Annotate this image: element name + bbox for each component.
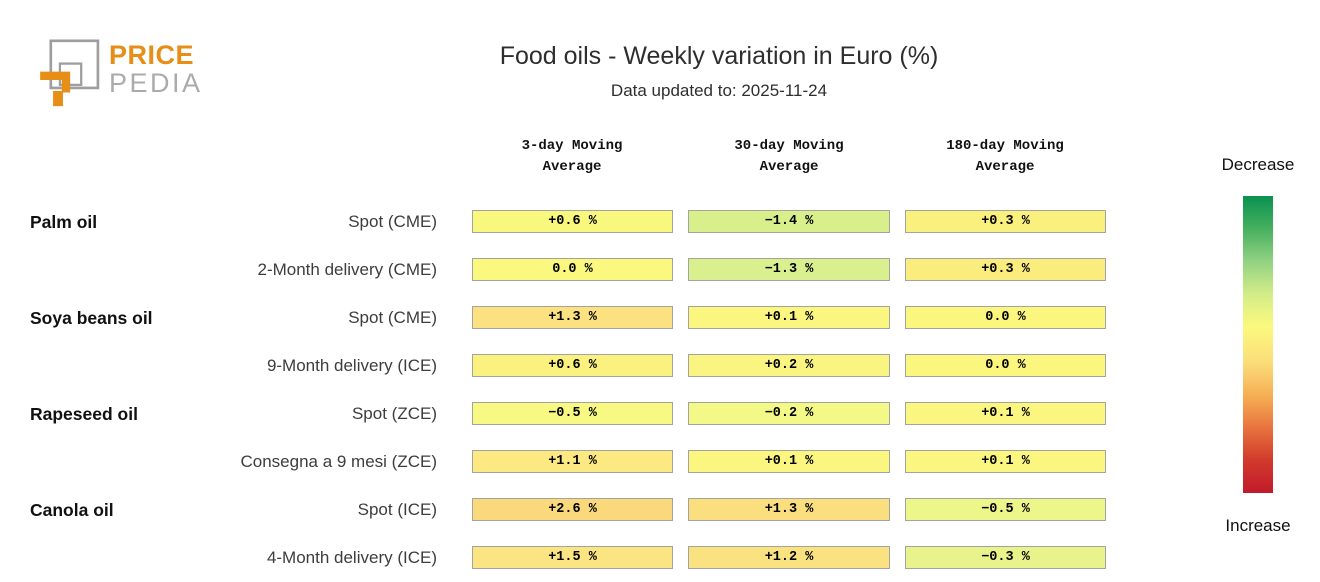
pricepedia-logo: PRICE PEDIA (28, 33, 203, 117)
value-cell: −0.5 % (905, 498, 1106, 521)
legend-increase-label: Increase (1225, 516, 1291, 535)
value-cell: +0.6 % (472, 354, 673, 377)
value-cell: +0.2 % (688, 354, 890, 377)
value-cell: +1.5 % (472, 546, 673, 569)
table-row: 9-Month delivery (ICE) +0.6 % +0.2 % 0.0 % (0, 342, 1320, 390)
row-label: 2-Month delivery (CME) (257, 260, 438, 279)
value-cell: −1.4 % (688, 210, 890, 233)
column-header-3day: 3-day Moving Average (521, 138, 623, 175)
row-label: Spot (CME) (348, 212, 437, 231)
logo-text: PRICE PEDIA (109, 41, 203, 97)
value-cell: −0.5 % (472, 402, 673, 425)
row-label: Spot (ICE) (357, 500, 437, 519)
value-cell: −0.3 % (905, 546, 1106, 569)
column-header-180day: 180-day Moving Average (946, 138, 1064, 175)
value-cell: +1.3 % (472, 306, 673, 329)
value-cell: +0.3 % (905, 210, 1106, 233)
value-cell: 0.0 % (472, 258, 673, 281)
table-row: Consegna a 9 mesi (ZCE) +1.1 % +0.1 % +0.1 … (0, 438, 1320, 486)
table-row: Palm oil Spot (CME) +0.6 % −1.4 % +0.3 % (0, 198, 1320, 246)
value-cell: 0.0 % (905, 306, 1106, 329)
group-label: Palm oil (30, 212, 98, 232)
value-cell: +0.1 % (905, 450, 1106, 473)
value-cell: +2.6 % (472, 498, 673, 521)
row-label: Consegna a 9 mesi (ZCE) (240, 452, 437, 471)
value-cell: −0.2 % (688, 402, 890, 425)
page-subtitle: Data updated to: 2025-11-24 (610, 81, 828, 100)
group-label: Soya beans oil (30, 308, 153, 328)
table-row: 2-Month delivery (CME) 0.0 % −1.3 % +0.3 % (0, 246, 1320, 294)
value-cell: +1.3 % (688, 498, 890, 521)
table-row: Soya beans oil Spot (CME) +1.3 % +0.1 % 0.0 … (0, 294, 1320, 342)
logo-text-price: PRICE (109, 40, 195, 70)
row-label: 9-Month delivery (ICE) (266, 356, 437, 375)
value-cell: +0.3 % (905, 258, 1106, 281)
row-label: Spot (CME) (348, 308, 437, 327)
chart-header: Food oils - Weekly variation in Euro (%)… (419, 42, 1019, 101)
value-cell: +0.1 % (688, 306, 890, 329)
colorbar-gradient (1243, 196, 1273, 493)
row-label: Spot (ZCE) (351, 404, 437, 423)
value-cell: +1.1 % (472, 450, 673, 473)
column-header-30day: 30-day Moving Average (734, 138, 844, 175)
value-cell: +0.6 % (472, 210, 673, 233)
legend-decrease-label: Decrease (1221, 155, 1295, 174)
group-label: Canola oil (30, 500, 114, 520)
table-row: Canola oil Spot (ICE) +2.6 % +1.3 % −0.5 % (0, 486, 1320, 534)
table-row: Rapeseed oil Spot (ZCE) −0.5 % −0.2 % +0.1 % (0, 390, 1320, 438)
table-row: 4-Month delivery (ICE) +1.5 % +1.2 % −0.3 % (0, 534, 1320, 582)
value-cell: 0.0 % (905, 354, 1106, 377)
value-cell: +0.1 % (905, 402, 1106, 425)
logo-text-pedia: PEDIA (109, 68, 203, 98)
row-label: 4-Month delivery (ICE) (266, 548, 437, 567)
value-cell: +1.2 % (688, 546, 890, 569)
group-label: Rapeseed oil (30, 404, 138, 424)
value-cell: −1.3 % (688, 258, 890, 281)
value-cell: +0.1 % (688, 450, 890, 473)
pricepedia-logo-icon (40, 39, 100, 107)
page-title: Food oils - Weekly variation in Euro (%) (499, 42, 939, 70)
